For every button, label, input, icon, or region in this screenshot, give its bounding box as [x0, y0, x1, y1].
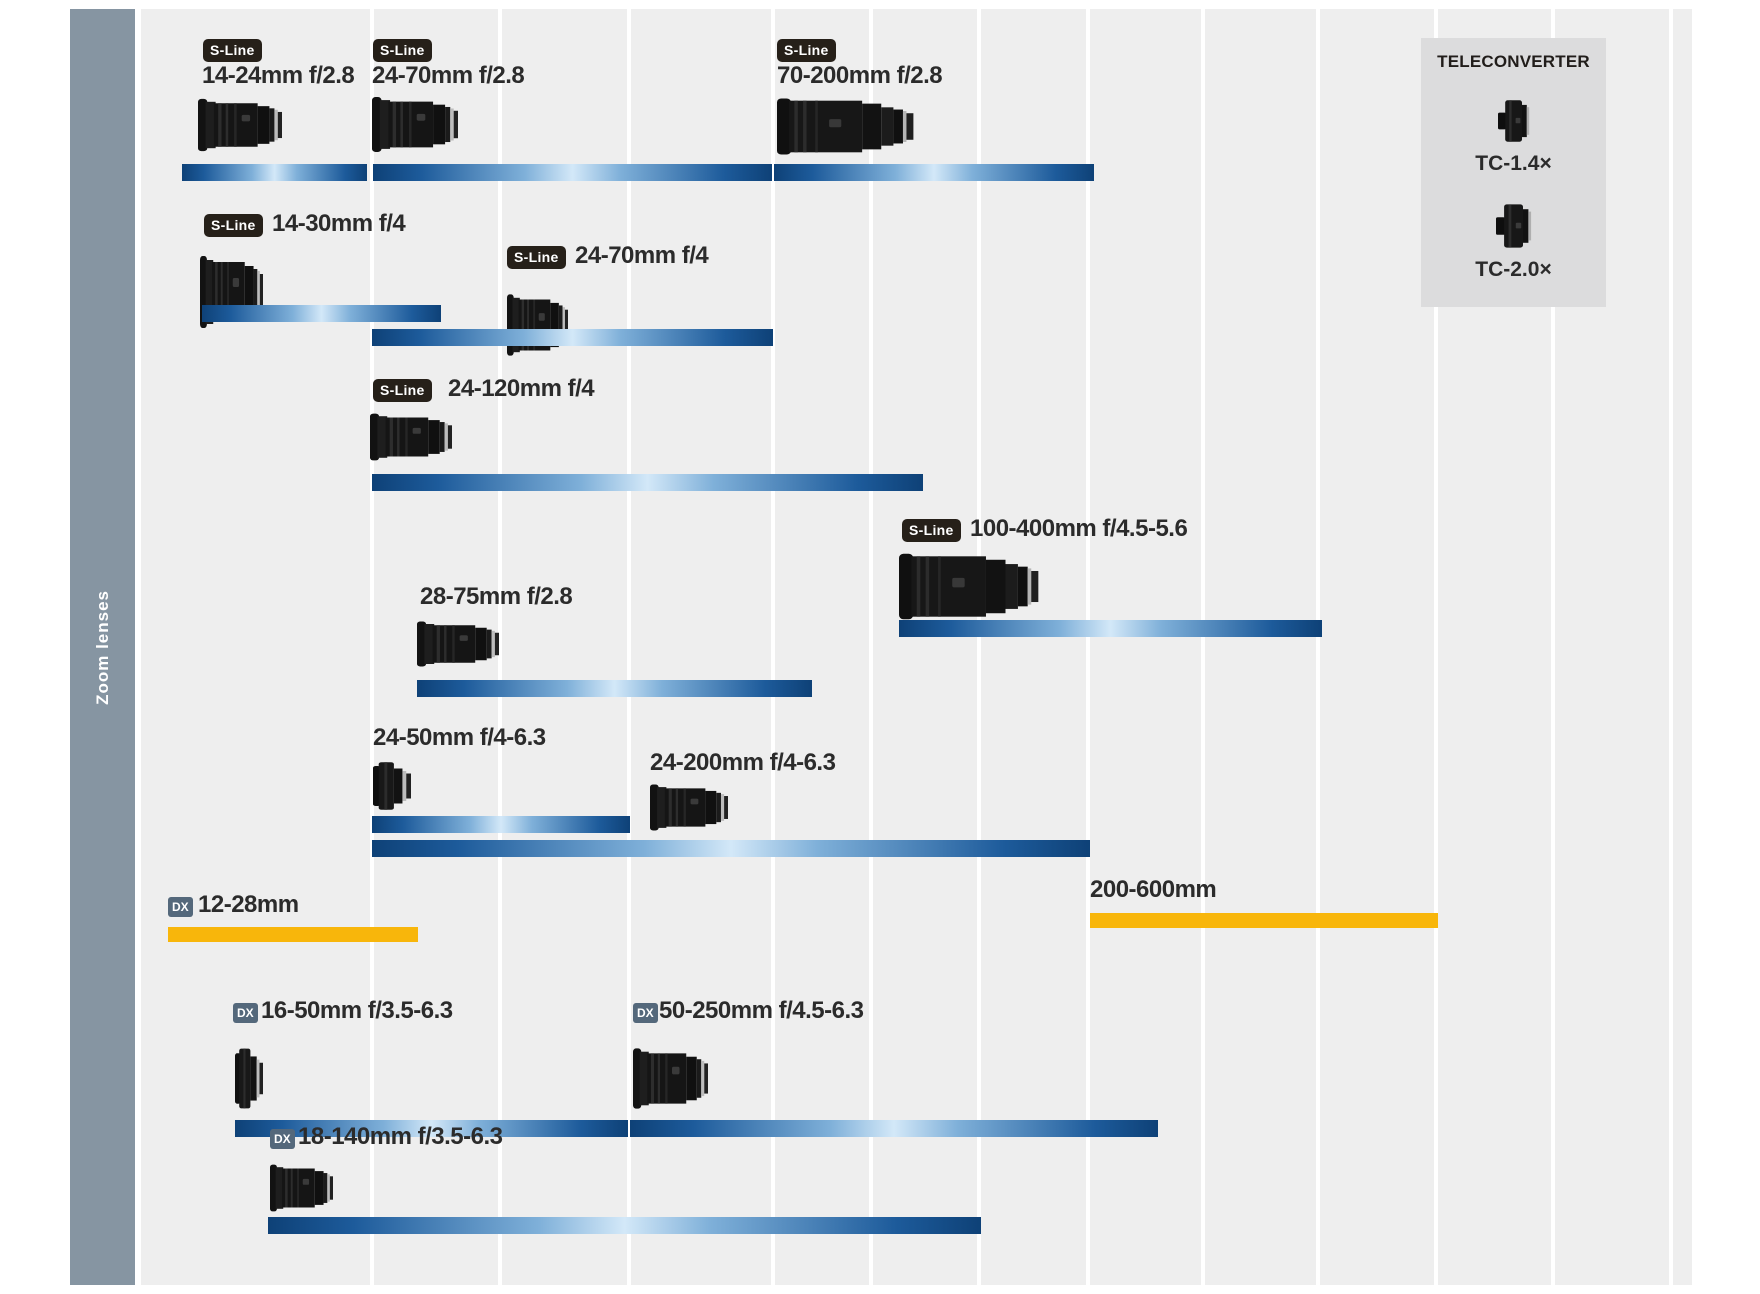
lens-image-16-50	[235, 1047, 263, 1110]
lens-label-200-600: 200-600mm	[1090, 876, 1217, 903]
lens-image-24-200	[650, 782, 728, 833]
focal-bar-24-50	[372, 816, 630, 833]
lens-label-50-250: 50-250mm f/4.5-6.3	[659, 997, 864, 1024]
focal-bar-28-75	[417, 680, 812, 697]
dx-badge: DX	[633, 1003, 658, 1023]
lens-label-16-50: 16-50mm f/3.5-6.3	[261, 997, 453, 1024]
focal-bar-200-600	[1090, 913, 1438, 928]
lens-label-70-200: 70-200mm f/2.8	[777, 62, 943, 89]
grid-line	[1316, 9, 1320, 1285]
grid-line	[977, 9, 981, 1285]
grid-line	[1086, 9, 1090, 1285]
focal-bar-12-28	[168, 927, 418, 942]
lens-label-14-30: 14-30mm f/4	[272, 210, 406, 237]
grid-line	[1551, 9, 1555, 1285]
s-line-badge: S-Line	[373, 379, 432, 402]
focal-bar-18-140	[268, 1217, 981, 1234]
tc-1-4x-image	[1498, 98, 1530, 144]
sidebar-label: Zoom lenses	[92, 589, 112, 705]
s-line-badge: S-Line	[203, 39, 262, 62]
grid-line	[1669, 9, 1673, 1285]
lens-label-24-50: 24-50mm f/4-6.3	[373, 724, 546, 751]
lens-label-18-140: 18-140mm f/3.5-6.3	[298, 1123, 503, 1150]
teleconverter-title: TELECONVERTER	[1437, 52, 1590, 71]
s-line-badge: S-Line	[507, 246, 566, 269]
focal-bar-24-200	[372, 840, 1090, 857]
tc-2-0x-image	[1496, 202, 1532, 250]
lens-label-100-400: 100-400mm f/4.5-5.6	[970, 515, 1188, 542]
teleconverter-panel: TELECONVERTER TC-1.4× TC-2.0×	[1421, 38, 1606, 307]
lens-label-24-200: 24-200mm f/4-6.3	[650, 749, 836, 776]
focal-bar-14-24	[182, 164, 367, 181]
grid-line	[1201, 9, 1205, 1285]
dx-badge: DX	[270, 1129, 295, 1149]
lens-label-14-24: 14-24mm f/2.8	[202, 62, 355, 89]
focal-bar-16-50	[235, 1120, 628, 1137]
focal-bar-100-400	[899, 620, 1322, 637]
lens-image-50-250	[633, 1045, 708, 1112]
grid-line	[1434, 9, 1438, 1285]
lens-image-18-140	[270, 1162, 333, 1214]
lens-image-70-200	[777, 97, 916, 156]
tc-2-0x-label: TC-2.0×	[1475, 258, 1552, 281]
lens-image-24-50	[373, 761, 411, 811]
s-line-badge: S-Line	[777, 39, 836, 62]
focal-bar-70-200	[774, 164, 1094, 181]
lens-image-24-120	[370, 411, 452, 463]
lens-image-24-70-f28	[372, 94, 458, 155]
lens-label-24-70-f4: 24-70mm f/4	[575, 242, 709, 269]
focal-bar-14-30	[202, 305, 441, 322]
lens-image-14-24	[198, 96, 282, 154]
s-line-badge: S-Line	[902, 519, 961, 542]
grid-line	[370, 9, 374, 1285]
focal-bar-24-120	[372, 474, 923, 491]
lens-label-28-75: 28-75mm f/2.8	[420, 583, 573, 610]
lens-label-24-120: 24-120mm f/4	[448, 375, 595, 402]
lens-label-24-70-f28: 24-70mm f/2.8	[372, 62, 525, 89]
dx-badge: DX	[168, 897, 193, 917]
grid-line	[627, 9, 631, 1285]
dx-badge: DX	[233, 1003, 258, 1023]
s-line-badge: S-Line	[373, 39, 432, 62]
grid-line	[771, 9, 775, 1285]
grid-line	[869, 9, 873, 1285]
s-line-badge: S-Line	[204, 214, 263, 237]
focal-bar-50-250	[630, 1120, 1158, 1137]
focal-bar-24-70-f4	[372, 329, 773, 346]
tc-1-4x-label: TC-1.4×	[1475, 152, 1552, 175]
lens-image-100-400	[899, 552, 1041, 621]
grid-line	[498, 9, 502, 1285]
focal-bar-24-70-f28	[373, 164, 772, 181]
lens-image-24-70-f4	[507, 291, 568, 359]
lens-image-28-75	[417, 619, 499, 669]
zoom-lenses-sidebar: Zoom lenses	[70, 9, 135, 1285]
lens-label-12-28: 12-28mm	[198, 891, 299, 918]
